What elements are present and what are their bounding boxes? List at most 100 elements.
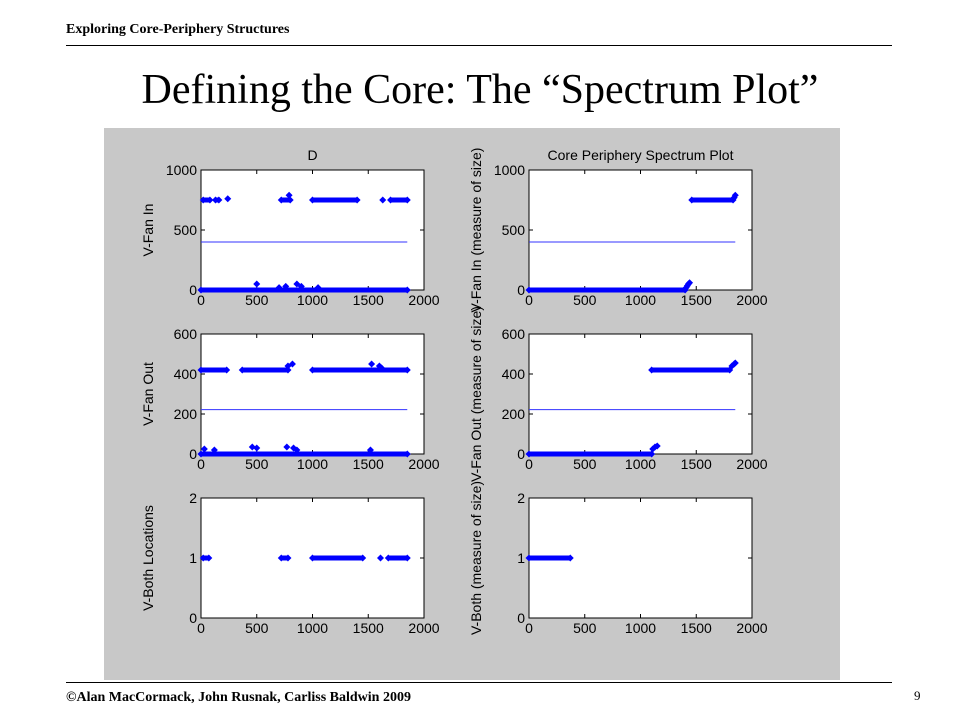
x-tick-label: 500	[573, 620, 597, 636]
data-point	[731, 359, 739, 367]
data-run	[691, 197, 734, 203]
y-tick-label: 2	[517, 490, 525, 506]
data-run	[242, 367, 288, 373]
y-tick-label: 400	[502, 366, 526, 382]
data-point	[199, 196, 207, 204]
x-tick-label: 500	[245, 292, 269, 308]
page-number: 9	[914, 688, 921, 703]
x-tick-label: 1000	[625, 292, 656, 308]
data-run	[390, 197, 408, 203]
y-tick-label: 0	[517, 282, 525, 298]
y-tick-label: 0	[517, 446, 525, 462]
data-run	[201, 287, 408, 293]
axes-box	[528, 169, 753, 291]
x-tick-label: 1000	[297, 292, 328, 308]
y-tick-label: 200	[174, 406, 198, 422]
data-point	[525, 450, 533, 458]
x-tick-label: 1000	[297, 456, 328, 472]
footer-rule	[66, 682, 892, 683]
data-run	[312, 555, 363, 561]
x-tick-label: 0	[197, 456, 205, 472]
data-point	[366, 446, 374, 454]
data-point	[206, 196, 214, 204]
data-point	[403, 286, 411, 294]
y-tick-label: 500	[502, 222, 526, 238]
x-tick-label: 2000	[408, 292, 439, 308]
data-run	[201, 451, 408, 457]
chart-panel-4: 0 500 1000 1500 2000 0 200 400 600 V-Fan Out (mea…	[468, 306, 768, 482]
x-tick-label: 500	[245, 456, 269, 472]
y-axis-label: V-Fan In (measure of size)	[468, 148, 484, 313]
slide-title: Defining the Core: The “Spectrum Plot”	[141, 67, 819, 113]
data-point	[285, 191, 293, 199]
data-point	[309, 366, 316, 374]
data-point	[253, 444, 261, 452]
x-tick-label: 2000	[408, 456, 439, 472]
axes-box	[528, 333, 753, 455]
chart-panel-2: 0 500 1000 1500 2000 0 500 1000 Core Periphery S…	[468, 147, 768, 312]
x-tick-label: 1000	[625, 456, 656, 472]
data-point	[286, 196, 294, 204]
y-tick-label: 200	[502, 406, 526, 422]
x-tick-label: 500	[245, 620, 269, 636]
data-point	[293, 446, 301, 454]
y-tick-label: 1000	[166, 162, 197, 178]
data-point	[224, 195, 232, 203]
data-point	[284, 554, 292, 562]
x-tick-label: 0	[525, 620, 533, 636]
x-tick-label: 1500	[353, 620, 384, 636]
chart-panel-1: 0 500 1000 1500 2000 0 500 1000 D V-Fan In	[140, 147, 440, 308]
chart-panel-6: 0 500 1000 1500 2000 0 1 2 V-Both (measure of si…	[468, 481, 768, 636]
x-tick-label: 500	[573, 456, 597, 472]
data-point	[238, 366, 246, 374]
chart-panel-5: 0 500 1000 1500 2000 0 1 2 V-Both Locations	[140, 490, 440, 636]
data-point	[275, 284, 283, 292]
data-point	[297, 282, 305, 290]
x-tick-label: 0	[525, 456, 533, 472]
x-tick-label: 0	[197, 620, 205, 636]
data-run	[312, 197, 358, 203]
data-point	[282, 282, 290, 290]
y-tick-label: 600	[174, 326, 198, 342]
data-point	[293, 280, 301, 288]
y-tick-label: 500	[174, 222, 198, 238]
axes-box	[200, 333, 425, 455]
y-axis-label: V-Fan In	[140, 204, 156, 257]
data-run	[201, 367, 227, 373]
data-point	[648, 450, 656, 458]
data-point	[359, 554, 367, 562]
x-tick-label: 500	[573, 292, 597, 308]
data-point	[284, 366, 292, 374]
x-tick-label: 1000	[625, 620, 656, 636]
y-tick-label: 1000	[494, 162, 525, 178]
data-point	[314, 284, 322, 292]
y-axis-label: V-Both Locations	[140, 505, 156, 611]
data-point	[403, 554, 411, 562]
data-run	[281, 197, 291, 203]
x-tick-label: 2000	[736, 620, 767, 636]
data-point	[379, 196, 387, 204]
header-text: Exploring Core-Periphery Structures	[66, 22, 290, 37]
data-point	[525, 554, 533, 562]
data-point	[403, 366, 411, 374]
data-point	[309, 196, 316, 204]
data-point	[525, 286, 533, 294]
data-point	[368, 360, 376, 368]
axes-box	[200, 169, 425, 291]
data-run	[529, 451, 652, 457]
y-tick-label: 600	[502, 326, 526, 342]
data-point	[309, 554, 316, 562]
data-run	[651, 367, 730, 373]
y-tick-label: 400	[174, 366, 198, 382]
data-point	[288, 360, 296, 368]
y-tick-label: 0	[189, 282, 197, 298]
data-point	[200, 445, 208, 453]
data-point	[277, 554, 285, 562]
data-point	[277, 196, 285, 204]
data-run	[312, 367, 408, 373]
data-point	[210, 446, 218, 454]
header-rule	[66, 45, 892, 46]
data-run	[529, 555, 571, 561]
x-tick-label: 2000	[736, 456, 767, 472]
